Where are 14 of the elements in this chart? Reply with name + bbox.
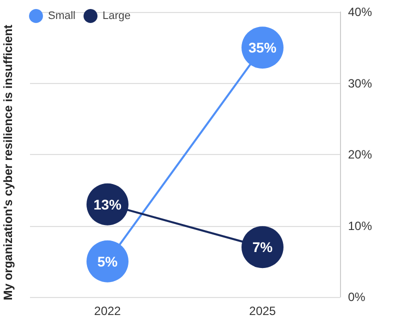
y-tick-label: 0%: [348, 290, 366, 304]
x-tick-label: 2022: [94, 304, 122, 318]
y-tick-label: 40%: [348, 5, 372, 19]
y-tick-label: 10%: [348, 218, 372, 233]
y-tick-label: 30%: [348, 76, 372, 90]
x-tick-label: 2025: [249, 304, 276, 318]
data-label: 7%: [252, 239, 274, 256]
y-tick-label: 20%: [348, 148, 372, 162]
legend-label: Small: [48, 10, 76, 22]
data-label: 13%: [93, 196, 122, 212]
data-label: 35%: [248, 40, 278, 56]
y-axis-title: My organization's cyber resilience is insufficient: [1, 24, 15, 300]
data-label: 5%: [97, 253, 118, 270]
legend-label: Large: [102, 10, 131, 22]
